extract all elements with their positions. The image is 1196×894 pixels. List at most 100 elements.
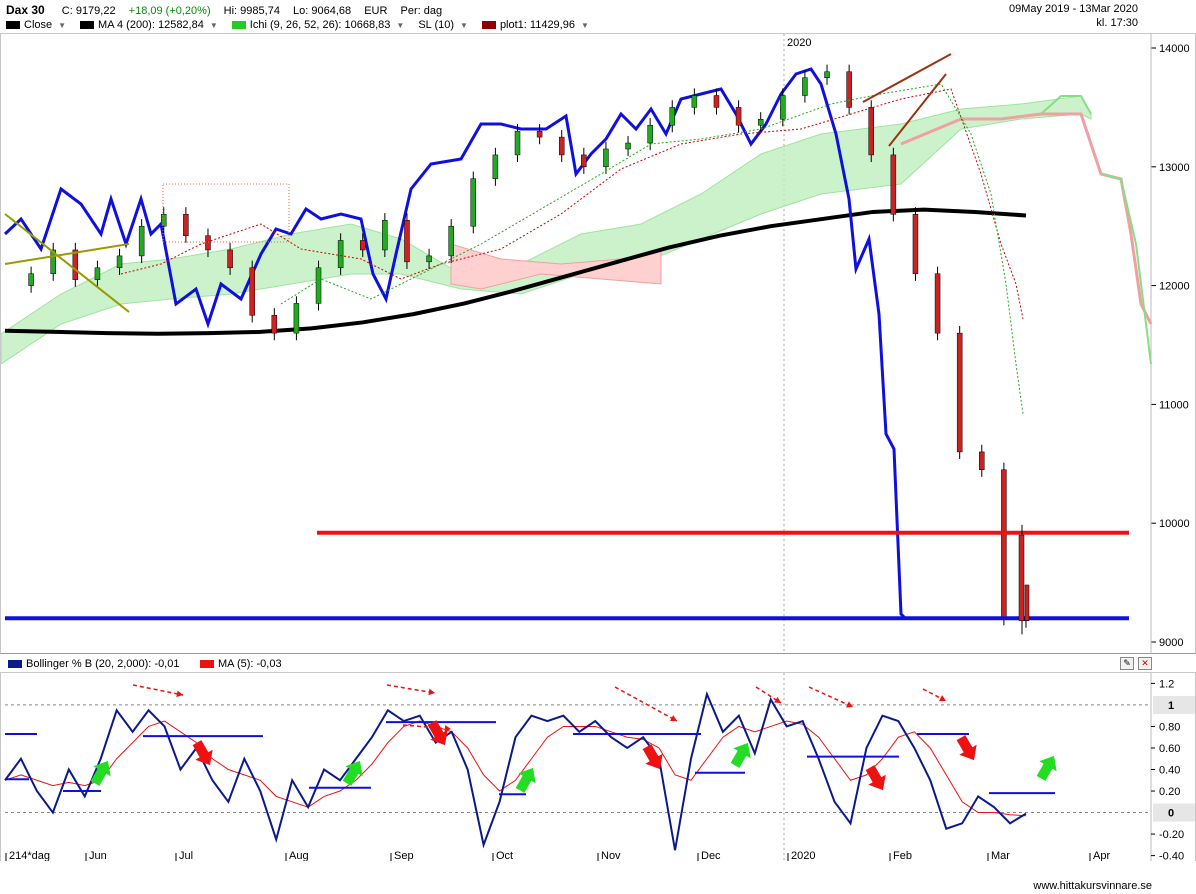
month-label: Oct <box>496 850 513 861</box>
chevron-down-icon[interactable]: ▼ <box>396 20 405 30</box>
trendline-rally-lower <box>888 73 947 147</box>
trend-arrow <box>386 684 436 694</box>
trend-arrow <box>402 724 452 730</box>
candle-body <box>293 303 300 334</box>
candle-body <box>227 249 233 269</box>
osc-y-tick-label: -0.20 <box>1159 829 1184 841</box>
senkou-line <box>900 112 1153 325</box>
candle-body <box>514 130 521 156</box>
candle-body <box>647 124 653 144</box>
stop-loss-line <box>120 88 1024 320</box>
year-label: 2020 <box>787 37 811 49</box>
price-panel[interactable]: 14000 13000 12000 11000 10000 9000 2020 <box>0 34 1196 654</box>
osc-y-tick-label: -0.40 <box>1159 851 1184 861</box>
buy-arrow <box>730 742 751 768</box>
sell-arrow <box>192 740 213 766</box>
legend-bollinger[interactable]: Bollinger % B (20, 2,000): -0,01 <box>8 658 179 670</box>
settings-icon[interactable]: ✎ <box>1120 657 1134 670</box>
buy-arrow <box>515 767 536 793</box>
legend-plot1[interactable]: plot1: 11429,96 ▼ <box>481 18 589 32</box>
candle-body <box>448 225 454 257</box>
oscillator-chart[interactable]: 1.2 1 0.80 0.60 0.40 0.20 0 -0.20 -0.40 214*dag Ju… <box>1 673 1196 861</box>
period-label: Per: dag <box>400 5 443 17</box>
candle-body <box>536 130 543 138</box>
trend-arrow-head <box>176 690 183 698</box>
candle-body <box>979 451 985 470</box>
trend-arrow-head <box>939 695 946 702</box>
candle-body <box>116 255 123 269</box>
candle-body <box>603 148 609 168</box>
candle-body <box>382 220 388 251</box>
buy-arrow <box>1036 755 1057 781</box>
ichimoku-cloud <box>1 95 1092 365</box>
legend-ma5[interactable]: MA (5): -0,03 <box>200 658 282 670</box>
ma200-line <box>4 207 1027 336</box>
candle-body <box>426 255 432 263</box>
candle-body <box>404 220 410 263</box>
candle-body <box>315 267 322 304</box>
month-label: Jun <box>89 850 107 861</box>
candle-body <box>890 154 897 215</box>
trend-arrow-head <box>846 701 853 708</box>
close-icon[interactable]: ✕ <box>1138 657 1152 670</box>
candle-body <box>713 95 720 108</box>
last-candle-body <box>1018 534 1025 621</box>
candle-body <box>28 273 34 286</box>
y-tick-label: 10000 <box>1159 518 1190 530</box>
last-candle-body <box>1024 584 1030 621</box>
trend-arrow <box>614 686 678 722</box>
legend-close[interactable]: Close ▼ <box>6 18 66 32</box>
y-tick-label: 9000 <box>1159 637 1183 649</box>
change-value: +18,09 (+0,20%) <box>128 5 211 17</box>
trend-arrow <box>808 686 854 708</box>
watermark: www.hittakursvinnare.se <box>1033 880 1152 892</box>
legend-ichimoku[interactable]: Ichi (9, 26, 52, 26): 10668,83 ▼ <box>231 18 405 32</box>
candle-body <box>735 107 742 126</box>
quote-row: Dax 30 C: 9179,22 +18,09 (+0,20%) Hi: 99… <box>6 3 452 17</box>
buy-arrow <box>342 760 363 786</box>
level-badge <box>1153 695 1195 714</box>
chevron-down-icon[interactable]: ▼ <box>209 20 218 30</box>
legend-ma200[interactable]: MA 4 (200): 12582,84 ▼ <box>80 18 218 32</box>
chevron-down-icon[interactable]: ▼ <box>460 20 468 30</box>
oscillator-panel[interactable]: 1.2 1 0.80 0.60 0.40 0.20 0 -0.20 -0.40 214*dag Ju… <box>0 673 1196 861</box>
y-tick-label: 11000 <box>1159 399 1189 411</box>
blue-indicator-line <box>3 67 908 621</box>
chart-header: Dax 30 C: 9179,22 +18,09 (+0,20%) Hi: 99… <box>0 0 1196 34</box>
candle-body <box>934 273 941 334</box>
legend-sl[interactable]: SL (10) ▼ <box>418 19 468 31</box>
price-chart[interactable]: 14000 13000 12000 11000 10000 9000 2020 <box>1 34 1196 654</box>
candle-body <box>802 77 808 96</box>
time-label: kl. 17:30 <box>1096 17 1138 29</box>
low-value: Lo: 9064,68 <box>293 5 352 17</box>
month-label: Aug <box>289 850 309 861</box>
candle-body <box>205 235 211 251</box>
indicator-legend: Close ▼ MA 4 (200): 12582,84 ▼ Ichi (9, 26… <box>6 18 589 32</box>
percent-b-line <box>4 690 1027 851</box>
candle-body <box>72 249 79 280</box>
chevron-down-icon[interactable]: ▼ <box>58 20 67 30</box>
trend-arrow-head <box>774 696 781 703</box>
level-label: 0 <box>1168 808 1174 820</box>
trendline-rally <box>862 53 952 103</box>
osc-y-tick-label: 0.20 <box>1159 786 1180 798</box>
trend-arrow <box>132 684 184 696</box>
candle-body <box>249 267 255 316</box>
candle-body <box>161 214 167 227</box>
chevron-down-icon[interactable]: ▼ <box>580 20 589 30</box>
sell-arrow <box>956 735 977 761</box>
y-tick-label: 14000 <box>1159 43 1190 55</box>
candle-body <box>337 240 344 269</box>
candle-body <box>1001 469 1007 619</box>
trendline-upper <box>4 243 130 265</box>
ma5-line <box>4 720 1027 817</box>
month-label: 2020 <box>791 850 815 861</box>
osc-y-tick-label: 1.2 <box>1159 678 1174 690</box>
osc-y-tick-label: 0.60 <box>1159 743 1180 755</box>
candle-body <box>824 71 830 78</box>
date-range: 09May 2019 - 13Mar 2020 <box>1008 3 1138 15</box>
y-tick-label: 13000 <box>1159 162 1190 174</box>
candle-body <box>956 332 963 453</box>
sell-arrow <box>427 720 448 746</box>
candle-body <box>359 240 366 251</box>
